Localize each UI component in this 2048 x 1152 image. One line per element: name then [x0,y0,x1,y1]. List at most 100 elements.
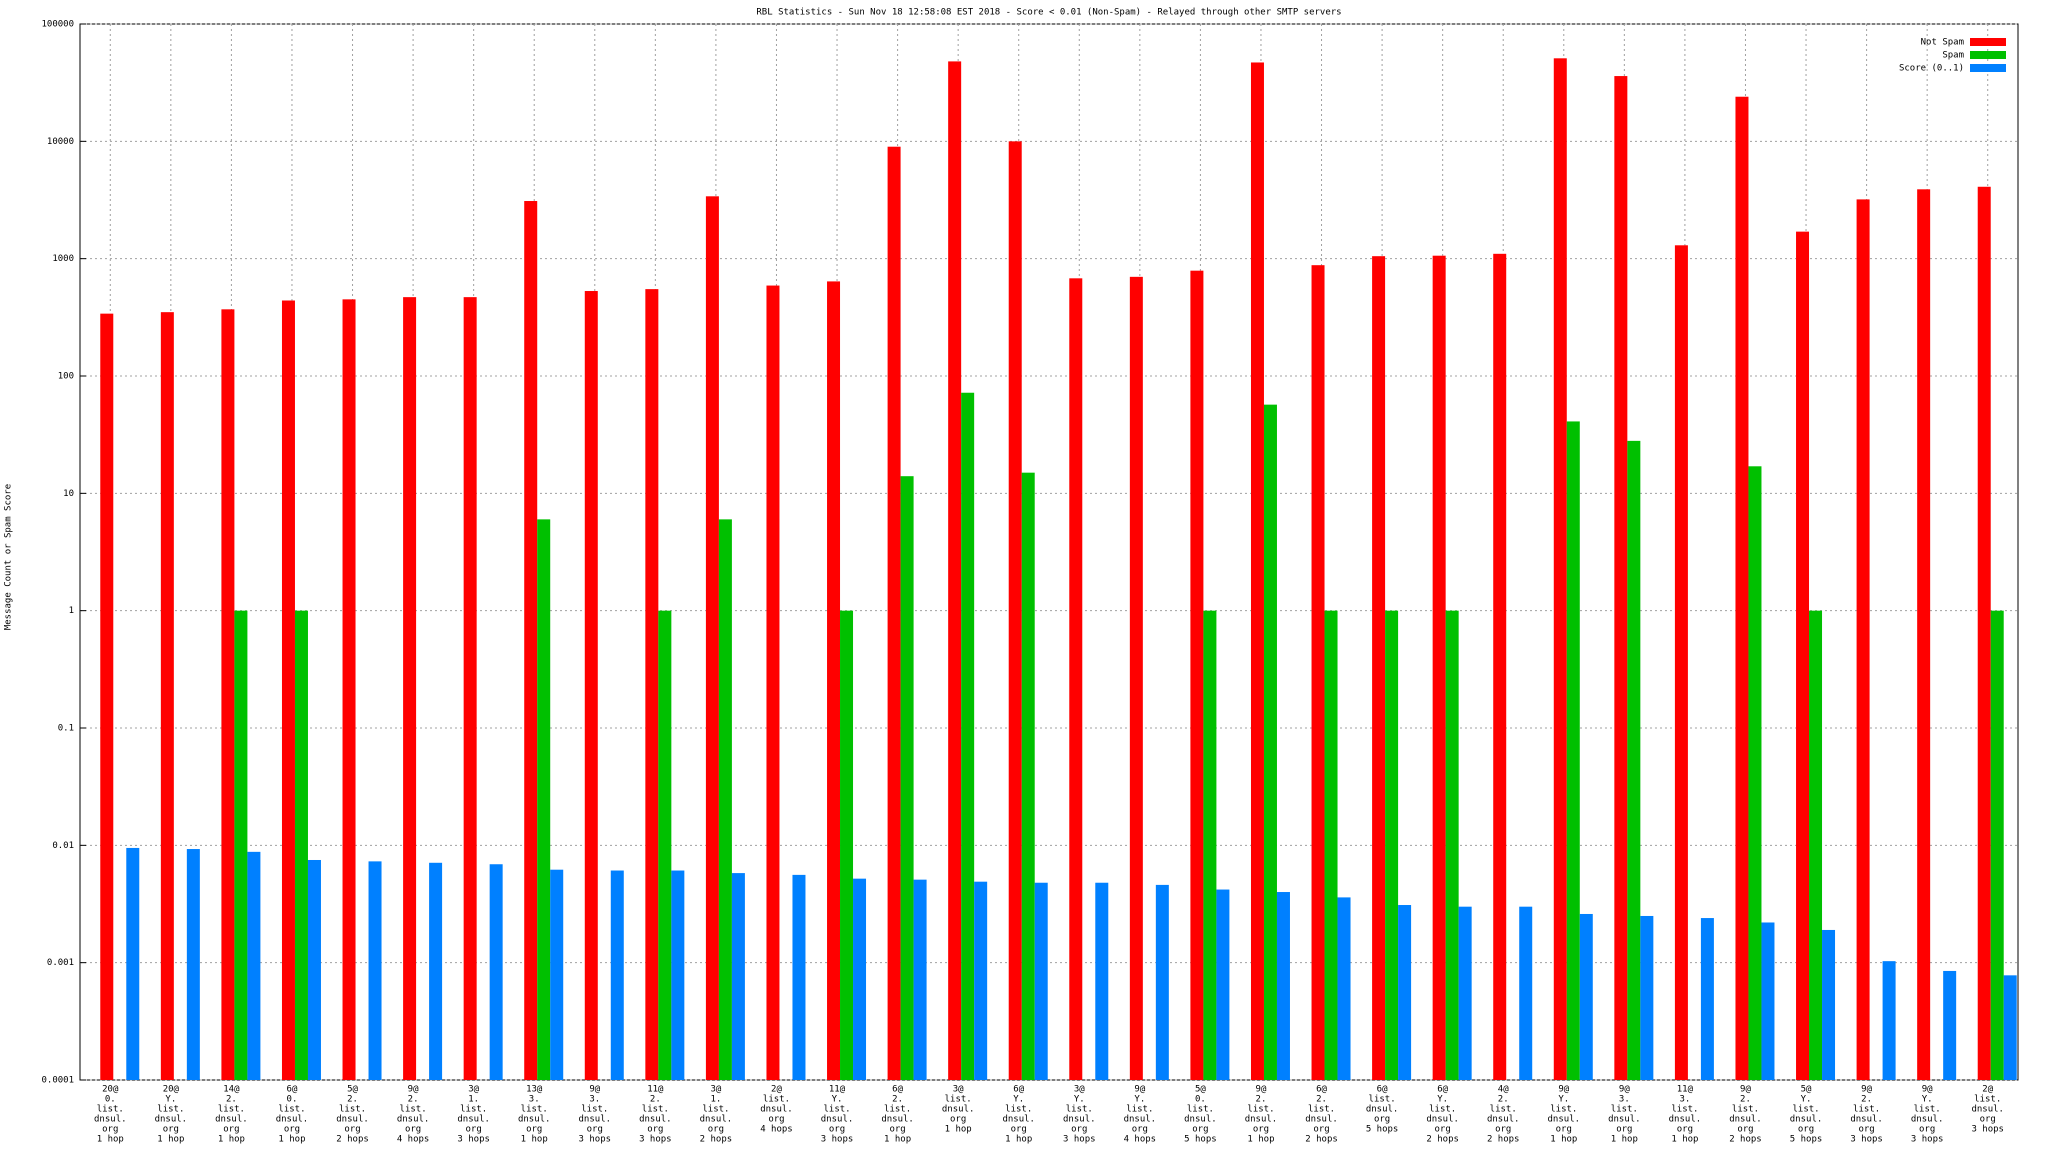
x-tick-label: list. [521,1105,548,1115]
x-tick-label: 9@ [1619,1085,1630,1095]
chart-title: RBL Statistics - Sun Nov 18 12:58:08 EST… [756,8,1341,18]
bar [961,392,975,1081]
x-tick-label: 3 hops [821,1135,854,1145]
x-tick-label: list. [945,1095,972,1105]
bar [840,610,854,1080]
x-tick-label: list. [1671,1105,1698,1115]
bar [221,309,235,1080]
x-tick-label: org [1253,1125,1269,1135]
y-tick-label: 1 [69,606,74,616]
bar [1700,918,1714,1080]
x-tick-label: list. [97,1105,124,1115]
x-tick-label: list. [1126,1105,1153,1115]
bar [705,196,719,1081]
x-tick-label: dnsul. [215,1115,248,1125]
x-tick-label: dnsul. [942,1105,975,1115]
x-tick-label: 5 hops [1790,1135,1823,1145]
x-tick-label: 2. [650,1095,661,1105]
x-tick-label: 9@ [1134,1085,1145,1095]
x-tick-label: list. [460,1105,487,1115]
x-tick-label: Y. [1558,1095,1569,1105]
x-tick-label: 1 hop [521,1135,548,1145]
bar [827,281,841,1080]
x-tick-label: 3. [1619,1095,1630,1105]
y-tick-label: 0.0001 [41,1076,74,1086]
x-tick-label: list. [339,1105,366,1115]
bar [610,870,624,1080]
x-tick-label: 5@ [347,1085,358,1095]
x-tick-label: 9@ [408,1085,419,1095]
x-tick-label: dnsul. [760,1105,793,1115]
x-tick-label: list. [278,1105,305,1115]
bar [1761,922,1775,1080]
y-tick-label: 0.01 [52,841,74,851]
bar [1553,58,1567,1080]
bar [403,297,417,1080]
x-tick-label: 3 hops [457,1135,490,1145]
x-tick-label: list. [1490,1105,1517,1115]
bar [100,313,114,1081]
x-tick-label: dnsul. [1124,1115,1157,1125]
x-tick-label: 3 hops [1063,1135,1096,1145]
x-tick-label: 2 hops [336,1135,369,1145]
x-tick-label: 1 hop [1550,1135,1577,1145]
x-tick-label: Y. [1801,1095,1812,1105]
x-tick-label: 3 hops [579,1135,612,1145]
bar [1882,961,1896,1080]
bar [974,881,988,1080]
bar [1311,265,1325,1081]
bar [1203,610,1217,1080]
legend-swatch [1970,64,2006,72]
x-tick-label: 5 hops [1366,1125,1399,1135]
bar [1385,610,1399,1080]
x-tick-label: org [102,1125,118,1135]
x-tick-label: 6@ [287,1085,298,1095]
x-tick-label: org [344,1125,360,1135]
x-tick-label: 6@ [1377,1085,1388,1095]
x-tick-label: 5 hops [1184,1135,1217,1145]
bar [887,146,901,1080]
x-tick-label: org [405,1125,421,1135]
x-tick-label: 2. [347,1095,358,1105]
bar [1856,199,1870,1080]
bar [368,861,382,1080]
bar [1155,884,1169,1080]
x-tick-label: list. [1792,1105,1819,1115]
x-tick-label: org [1677,1125,1693,1135]
bar [1519,906,1533,1080]
y-tick-label: 0.1 [58,724,74,734]
x-tick-label: list. [763,1095,790,1105]
x-tick-label: org [163,1125,179,1135]
y-tick-label: 1000 [52,254,74,264]
x-tick-label: dnsul. [397,1115,430,1125]
x-tick-label: 2 hops [1305,1135,1338,1145]
x-tick-label: org [1980,1115,1996,1125]
x-tick-label: dnsul. [1184,1115,1217,1125]
x-tick-label: 3@ [710,1085,721,1095]
x-tick-label: dnsul. [1366,1105,1399,1115]
x-tick-label: dnsul. [1911,1115,1944,1125]
bar [550,869,564,1080]
x-tick-label: org [950,1115,966,1125]
x-tick-label: dnsul. [1729,1115,1762,1125]
bar [1977,186,1991,1080]
bar [1917,189,1931,1081]
y-tick-label: 100000 [41,20,74,30]
bar [537,519,551,1080]
bar [1337,897,1351,1080]
x-tick-label: list. [1066,1105,1093,1115]
bar [1566,421,1580,1080]
x-tick-label: dnsul. [1245,1115,1278,1125]
x-tick-label: list. [1187,1105,1214,1115]
x-tick-label: org [1071,1125,1087,1135]
bar [247,851,261,1080]
x-tick-label: 1 hop [884,1135,911,1145]
x-tick-label: org [768,1115,784,1125]
bar [948,61,962,1081]
bar [1943,970,1957,1080]
x-tick-label: 1 hop [1611,1135,1638,1145]
bar [900,476,914,1081]
x-tick-label: 1 hop [97,1135,124,1145]
x-tick-label: dnsul. [1669,1115,1702,1125]
